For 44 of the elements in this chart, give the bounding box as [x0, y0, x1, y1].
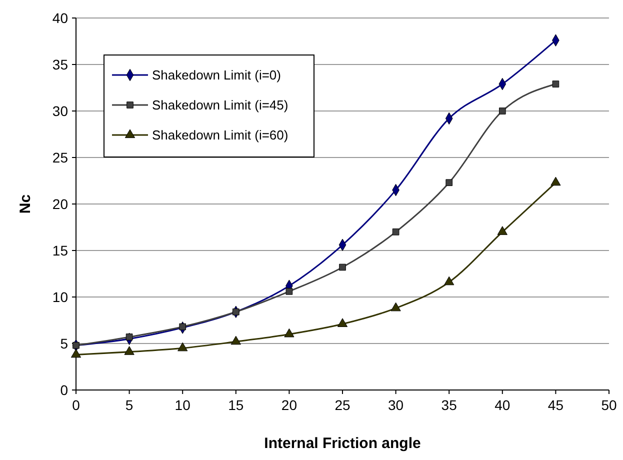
legend-label: Shakedown Limit (i=60) [152, 128, 288, 143]
y-tick-label: 40 [52, 10, 68, 26]
x-tick-label: 25 [334, 397, 350, 413]
point [497, 226, 508, 235]
x-tick-label: 30 [388, 397, 404, 413]
point [339, 264, 346, 271]
y-tick-label: 0 [60, 382, 68, 398]
x-tick-label: 5 [125, 397, 134, 413]
point [392, 228, 400, 236]
x-tick-label: 0 [72, 397, 80, 413]
y-tick-label: 20 [52, 196, 68, 212]
point [550, 176, 561, 186]
y-tick-label: 15 [52, 242, 68, 258]
x-tick-label: 10 [174, 397, 191, 413]
y-tick-label: 5 [60, 335, 68, 352]
y-axis-title: Nc [17, 194, 34, 214]
x-tick-label: 20 [281, 397, 298, 413]
y-tick-label: 10 [52, 288, 68, 305]
x-tick-label: 45 [548, 397, 564, 413]
point [72, 342, 80, 349]
point [124, 346, 134, 355]
x-tick-label: 15 [228, 397, 244, 413]
point [178, 342, 188, 352]
x-tick-label: 50 [601, 397, 617, 413]
point [552, 80, 560, 88]
point [498, 108, 506, 114]
point [337, 318, 348, 327]
legend-label: Shakedown Limit (i=0) [152, 68, 281, 83]
x-axis-title: Internal Friction angle [264, 435, 421, 452]
legend-label: Shakedown Limit (i=45) [152, 98, 288, 113]
y-tick-label: 35 [52, 56, 68, 72]
point [179, 323, 186, 330]
y-tick-label: 25 [52, 149, 68, 166]
point [286, 288, 293, 295]
point [284, 328, 294, 338]
point [446, 179, 453, 186]
point [126, 334, 133, 340]
x-tick-label: 40 [494, 397, 510, 413]
point [390, 302, 401, 312]
point [70, 348, 82, 358]
point [444, 276, 454, 286]
y-tick-label: 30 [52, 102, 68, 119]
point [230, 336, 241, 345]
x-tick-label: 35 [441, 397, 458, 413]
